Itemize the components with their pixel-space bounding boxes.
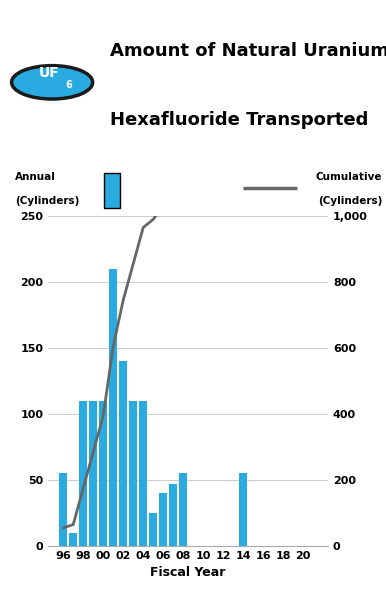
Bar [159, 493, 167, 546]
Text: Amount of Natural Uranium: Amount of Natural Uranium [110, 41, 386, 59]
Text: (Cylinders): (Cylinders) [15, 196, 80, 206]
Bar [59, 473, 67, 546]
Circle shape [12, 65, 93, 99]
Text: Cumulative: Cumulative [316, 173, 382, 182]
Bar [129, 401, 137, 546]
Bar [139, 401, 147, 546]
Bar [119, 361, 127, 546]
X-axis label: Fiscal Year: Fiscal Year [151, 566, 226, 580]
Bar [89, 401, 97, 546]
Text: UF: UF [39, 66, 59, 80]
Bar [79, 401, 87, 546]
Bar [169, 484, 177, 546]
Text: Hexafluoride Transported: Hexafluoride Transported [110, 112, 368, 130]
Bar [99, 401, 107, 546]
Bar [179, 473, 187, 546]
Text: 6: 6 [65, 80, 72, 91]
Bar [109, 269, 117, 546]
Text: (Cylinders): (Cylinders) [318, 196, 382, 206]
Bar [149, 513, 157, 546]
FancyBboxPatch shape [104, 173, 120, 208]
Bar [69, 533, 77, 546]
Text: Annual: Annual [15, 173, 56, 182]
Bar [239, 473, 247, 546]
